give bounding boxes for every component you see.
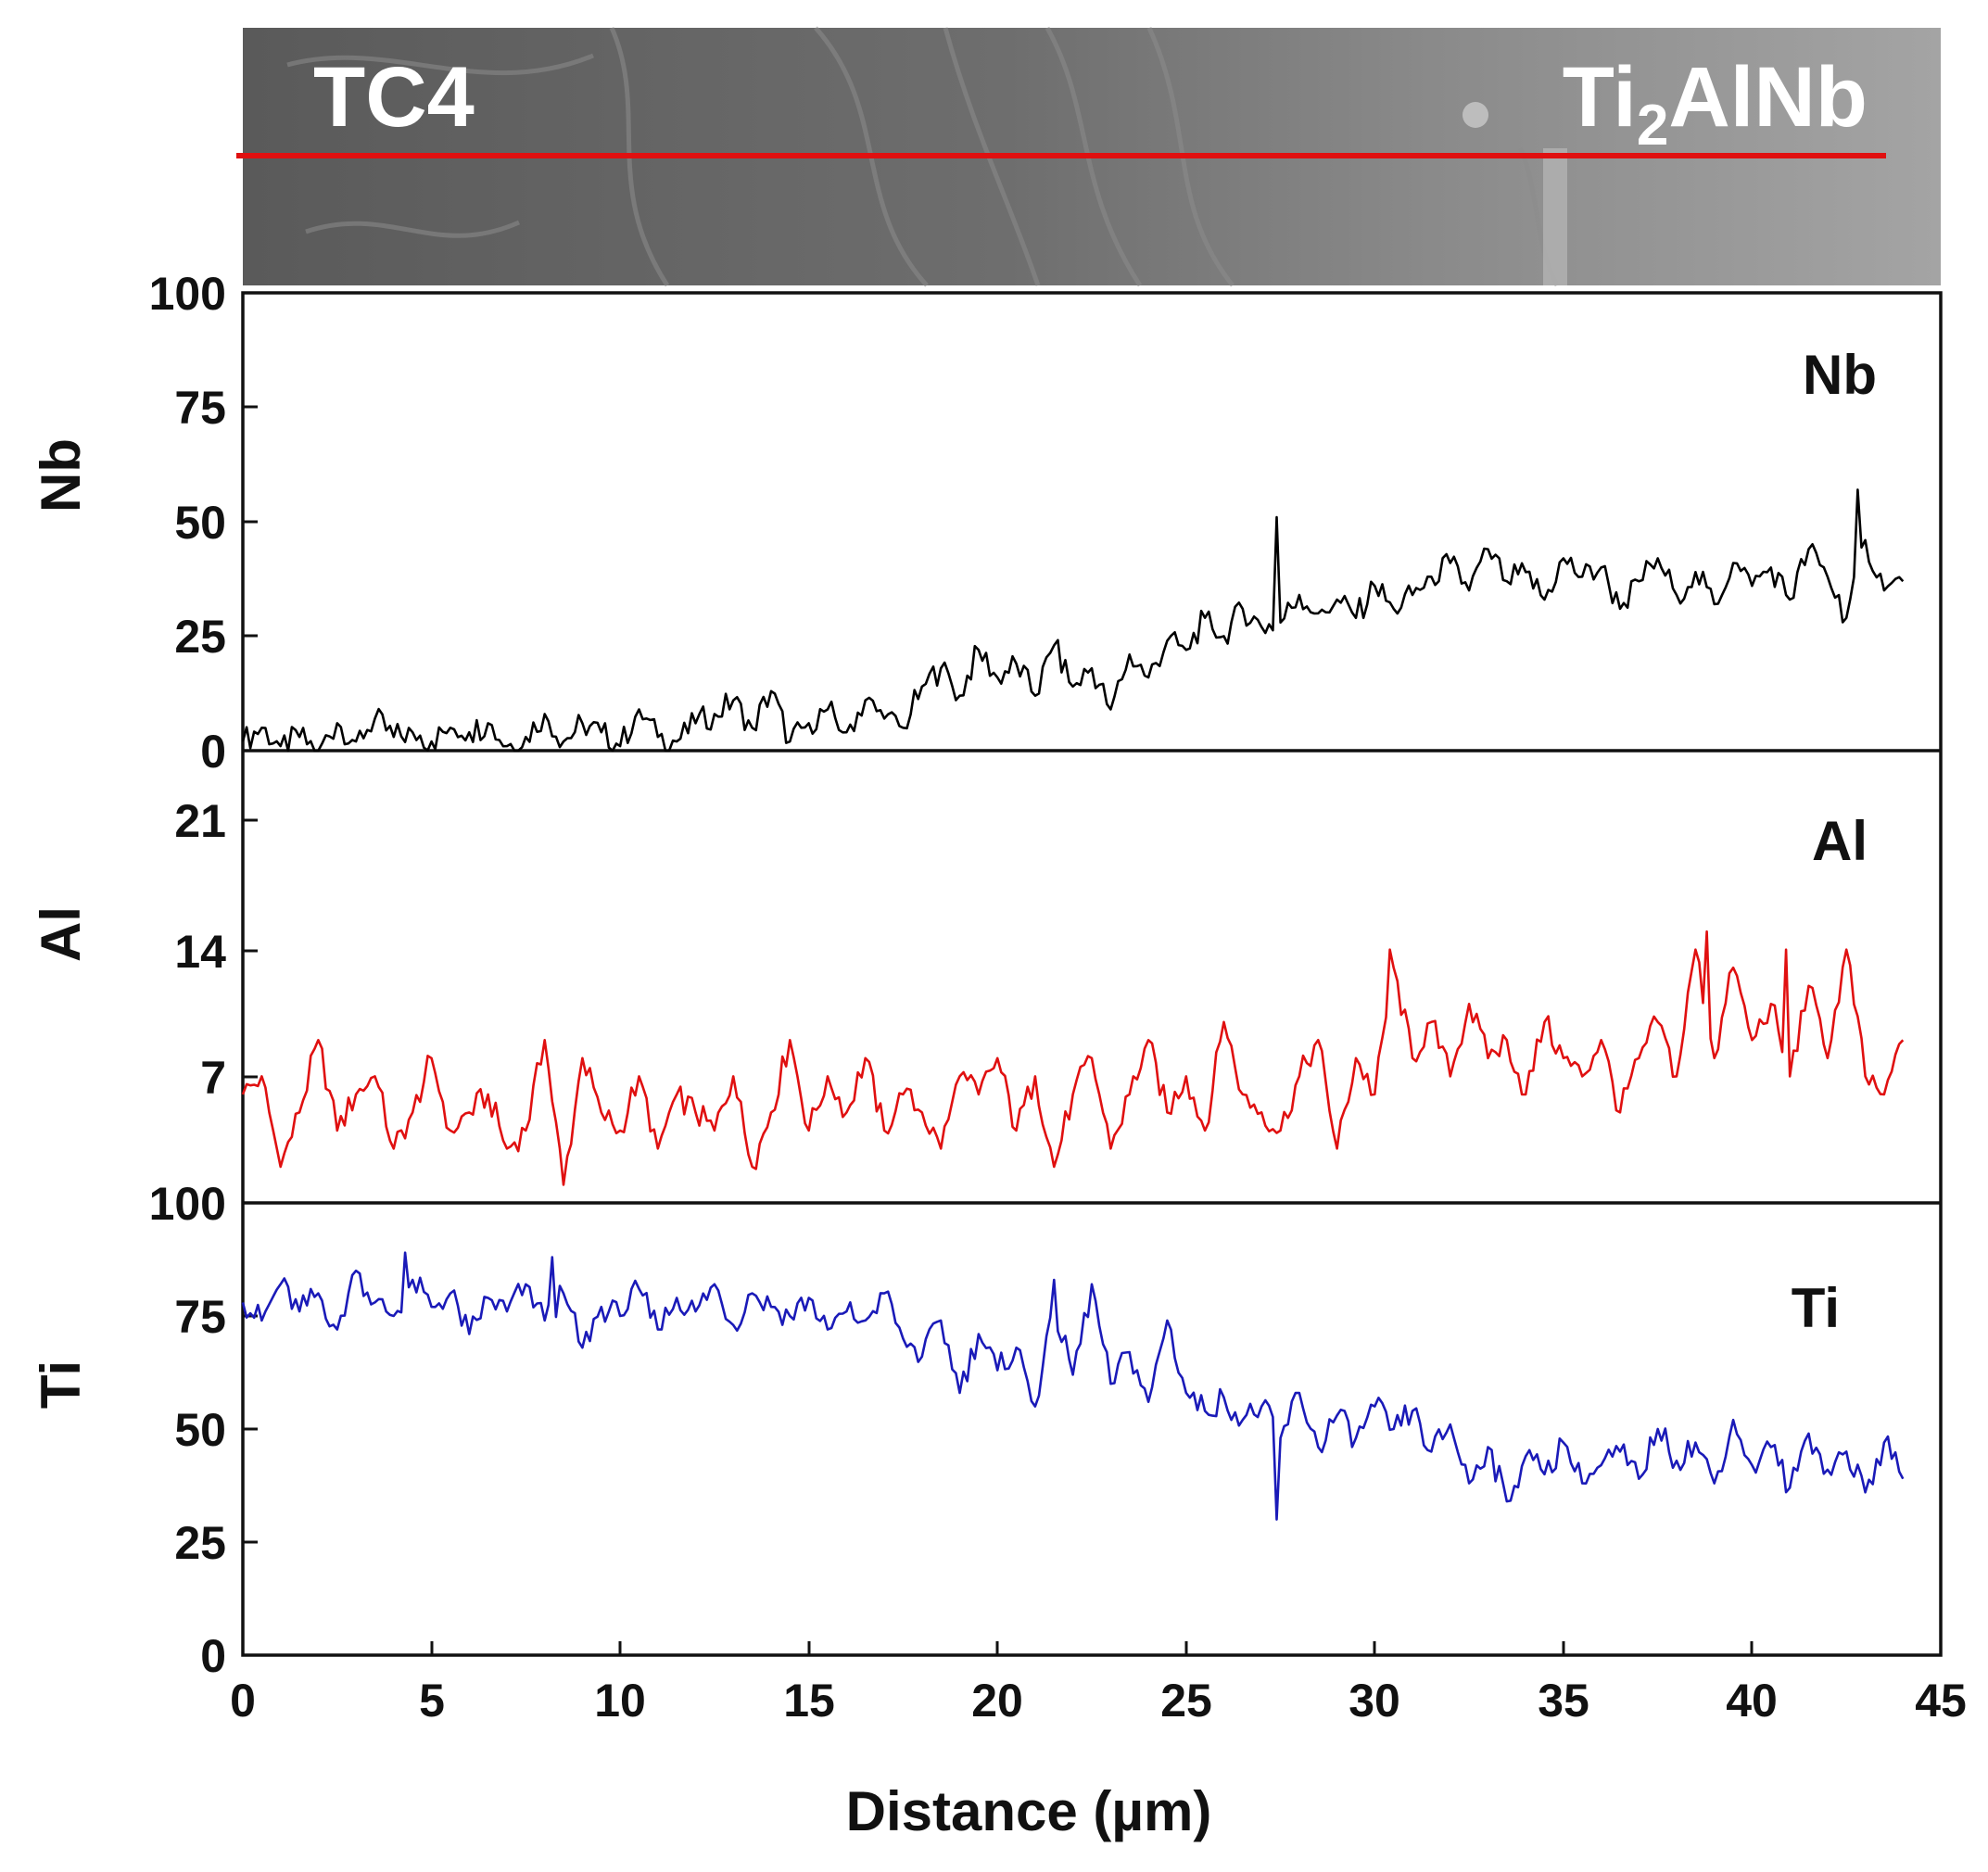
ti-y-ticks: 100 75 50 25 0 <box>149 1178 258 1682</box>
al-y-tick-label: 7 <box>200 1052 226 1104</box>
nb-y-tick-label: 25 <box>174 611 226 663</box>
x-tick-label: 10 <box>594 1675 646 1727</box>
ti-y-tick: 25 <box>174 1517 258 1569</box>
x-tick: 5 <box>419 1641 445 1727</box>
sem-label-tc4: TC4 <box>313 50 475 145</box>
al-y-tick: 7 <box>200 1052 258 1104</box>
sem-label-subscript: 2 <box>1637 94 1668 158</box>
ti-y-tick: 100 <box>149 1178 258 1230</box>
ti-y-tick: 50 <box>174 1404 258 1456</box>
x-axis-title: Distance (µm) <box>846 1780 1212 1842</box>
x-tick-label: 25 <box>1160 1675 1212 1727</box>
nb-y-tick: 100 <box>149 268 258 320</box>
al-y-ticks: 21 14 7 <box>174 795 258 1104</box>
al-series-line <box>241 930 1905 1186</box>
x-axis: 0 5 10 15 20 25 30 35 40 45 Distance (µm… <box>230 1641 1967 1842</box>
x-tick: 15 <box>783 1641 835 1727</box>
x-tick-label: 5 <box>419 1675 445 1727</box>
x-tick: 45 <box>1915 1641 1967 1727</box>
nb-y-tick: 25 <box>174 611 258 663</box>
x-tick-label: 35 <box>1538 1675 1589 1727</box>
nb-y-tick: 75 <box>174 382 258 434</box>
nb-series-line <box>241 488 1905 753</box>
x-tick-label: 15 <box>783 1675 835 1727</box>
al-y-axis-title: Al <box>30 906 92 962</box>
plot-frame <box>241 291 1943 1657</box>
x-tick: 40 <box>1726 1641 1778 1727</box>
sem-bright-band <box>1543 148 1567 285</box>
nb-y-tick-label: 75 <box>174 382 226 434</box>
panel-nb: 100 75 50 25 0 Nb Nb <box>30 268 1905 778</box>
ti-panel-label: Ti <box>1792 1277 1840 1339</box>
nb-panel-label: Nb <box>1803 344 1877 406</box>
ti-y-tick-label: 50 <box>174 1404 226 1456</box>
x-tick: 0 <box>230 1641 256 1727</box>
panel-al: 21 14 7 Al Al <box>30 795 1905 1186</box>
ti-series-line <box>241 1251 1905 1521</box>
nb-y-tick-label: 100 <box>149 268 226 320</box>
ti-y-tick-label: 100 <box>149 1178 226 1230</box>
nb-y-tick-label: 0 <box>200 726 226 778</box>
al-panel-label: Al <box>1812 810 1868 872</box>
x-tick-label: 30 <box>1349 1675 1400 1727</box>
sem-label-ti: Ti <box>1563 50 1637 145</box>
panel-ti: 100 75 50 25 0 Ti Ti <box>30 1178 1905 1682</box>
ti-y-tick: 75 <box>174 1291 258 1343</box>
ti-y-tick-label: 75 <box>174 1291 226 1343</box>
sem-bright-particle <box>1463 102 1488 128</box>
nb-y-tick-label: 50 <box>174 497 226 549</box>
x-tick-label: 40 <box>1726 1675 1778 1727</box>
nb-y-tick: 50 <box>174 497 258 549</box>
nb-y-ticks: 100 75 50 25 0 <box>149 268 258 778</box>
x-tick: 35 <box>1538 1641 1589 1727</box>
ti-y-tick: 0 <box>200 1630 258 1682</box>
sem-label-alnb: AlNb <box>1668 50 1868 145</box>
al-y-tick: 14 <box>174 926 258 978</box>
sem-label-ti2alnb: Ti2AlNb <box>1563 50 1868 158</box>
x-tick: 10 <box>594 1641 646 1727</box>
x-tick-label: 0 <box>230 1675 256 1727</box>
ti-y-tick-label: 0 <box>200 1630 226 1682</box>
x-tick: 25 <box>1160 1641 1212 1727</box>
nb-y-axis-title: Nb <box>30 438 92 512</box>
al-y-tick: 21 <box>174 795 258 847</box>
x-tick-label: 20 <box>971 1675 1023 1727</box>
x-tick: 20 <box>971 1641 1023 1727</box>
al-y-tick-label: 21 <box>174 795 226 847</box>
nb-y-tick: 0 <box>200 726 258 778</box>
sem-image: TC4 Ti2AlNb <box>236 26 1941 287</box>
ti-y-axis-title: Ti <box>30 1360 92 1409</box>
al-y-tick-label: 14 <box>174 926 226 978</box>
ti-y-tick-label: 25 <box>174 1517 226 1569</box>
x-tick-label: 45 <box>1915 1675 1967 1727</box>
plot-border <box>241 291 1943 1657</box>
x-tick: 30 <box>1349 1641 1400 1727</box>
